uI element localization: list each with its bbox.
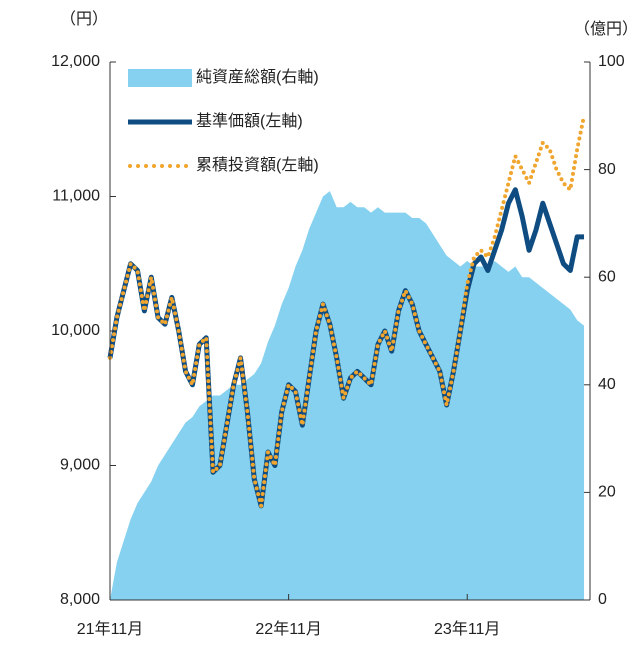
y2-tick-label: 80: [598, 161, 616, 178]
x-tick-label: 22年11月: [255, 620, 321, 638]
legend-label: 基準価額(左軸): [196, 112, 303, 130]
y-tick-label: 11,000: [52, 188, 100, 205]
y-tick-label: 8,000: [60, 591, 100, 608]
y2-tick-label: 20: [598, 484, 616, 501]
legend-key: [128, 69, 192, 87]
y2-tick-label: 40: [598, 376, 616, 393]
dotted-line: [108, 113, 587, 507]
y-axis-unit: （円）: [60, 10, 108, 28]
y2-tick-label: 100: [598, 53, 625, 70]
plot: [107, 113, 587, 600]
x-tick-label: 23年11月: [434, 620, 500, 638]
y2-tick-label: 60: [598, 268, 616, 285]
y2-axis-unit: （億円）: [574, 20, 638, 38]
y-tick-label: 10,000: [51, 322, 100, 339]
legend-label: 純資産総額(右軸): [196, 68, 319, 86]
y-tick-label: 12,000: [51, 53, 100, 70]
x-tick-label: 21年11月: [77, 620, 143, 638]
y2-tick-label: 0: [598, 591, 607, 608]
legend-label: 累積投資額(左軸): [196, 156, 319, 174]
y-tick-label: 9,000: [60, 457, 100, 474]
